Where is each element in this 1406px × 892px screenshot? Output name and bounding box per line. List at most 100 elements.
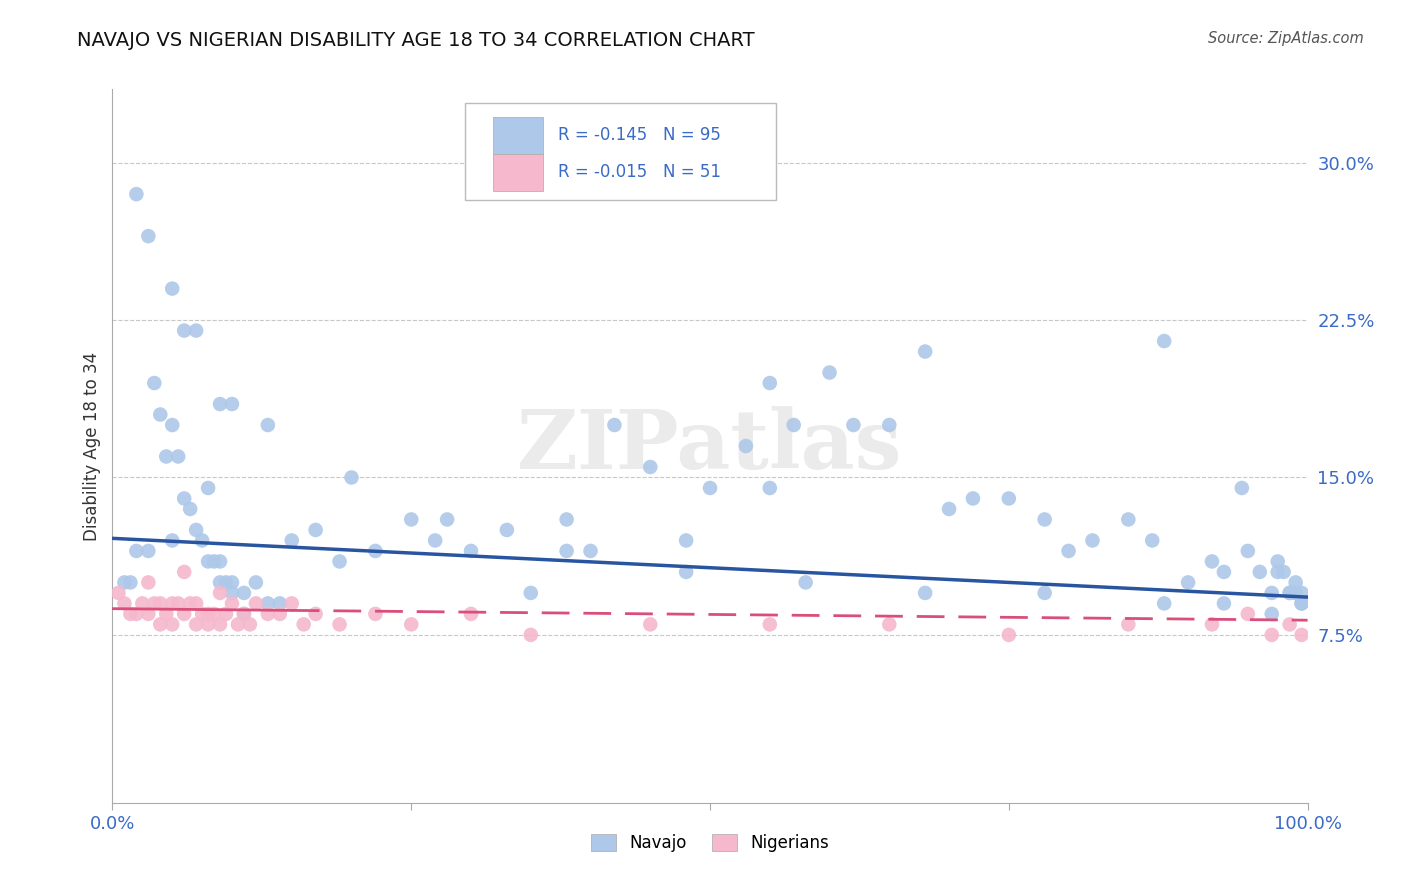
Point <box>173 607 195 621</box>
Y-axis label: Disability Age 18 to 34: Disability Age 18 to 34 <box>83 351 101 541</box>
Point <box>1057 544 1080 558</box>
Point <box>120 607 142 621</box>
Point <box>197 617 219 632</box>
Point <box>1291 596 1313 610</box>
Text: Source: ZipAtlas.com: Source: ZipAtlas.com <box>1208 31 1364 46</box>
Point <box>1278 586 1301 600</box>
Point <box>197 481 219 495</box>
Point <box>938 502 960 516</box>
Point <box>281 596 304 610</box>
Point <box>879 417 901 432</box>
Point <box>186 617 208 632</box>
Point <box>155 450 177 464</box>
Point <box>794 575 817 590</box>
Point <box>245 575 267 590</box>
Point <box>155 607 177 621</box>
Point <box>1033 512 1056 526</box>
Point <box>202 607 225 621</box>
Point <box>1285 586 1308 600</box>
Text: R = -0.145   N = 95: R = -0.145 N = 95 <box>558 127 721 145</box>
Point <box>496 523 519 537</box>
Point <box>1272 565 1295 579</box>
Point <box>1267 554 1289 568</box>
Point <box>107 586 129 600</box>
Point <box>603 417 626 432</box>
Point <box>998 491 1021 506</box>
Point <box>257 417 280 432</box>
Point <box>162 417 183 432</box>
Point <box>120 575 142 590</box>
Point <box>186 523 208 537</box>
Point <box>257 607 280 621</box>
Point <box>125 544 148 558</box>
Point <box>162 596 183 610</box>
Point <box>579 544 602 558</box>
Point <box>1278 617 1301 632</box>
Point <box>1213 596 1236 610</box>
Point <box>179 502 201 516</box>
Point <box>699 481 721 495</box>
Point <box>202 554 225 568</box>
Point <box>138 607 160 621</box>
Point <box>520 586 543 600</box>
Point <box>233 607 256 621</box>
Point <box>226 617 249 632</box>
Point <box>1118 617 1140 632</box>
Point <box>1249 565 1271 579</box>
Text: NAVAJO VS NIGERIAN DISABILITY AGE 18 TO 34 CORRELATION CHART: NAVAJO VS NIGERIAN DISABILITY AGE 18 TO … <box>77 31 755 50</box>
Point <box>173 324 195 338</box>
Point <box>138 575 160 590</box>
Point <box>1153 334 1175 348</box>
Point <box>215 575 238 590</box>
Point <box>460 607 482 621</box>
Point <box>675 565 697 579</box>
Point <box>1142 533 1164 548</box>
Point <box>173 491 195 506</box>
Point <box>114 596 135 610</box>
Point <box>215 607 238 621</box>
Point <box>221 596 243 610</box>
Point <box>759 481 782 495</box>
Point <box>221 586 243 600</box>
Point <box>842 417 865 432</box>
Point <box>914 586 936 600</box>
Point <box>233 586 256 600</box>
Point <box>114 575 135 590</box>
Point <box>138 544 160 558</box>
Point <box>191 533 214 548</box>
Point <box>167 596 190 610</box>
Point <box>401 512 423 526</box>
Point <box>209 586 232 600</box>
Point <box>401 617 423 632</box>
Point <box>209 617 232 632</box>
Point <box>149 617 172 632</box>
Point <box>1153 596 1175 610</box>
Text: ZIPatlas: ZIPatlas <box>517 406 903 486</box>
Point <box>555 544 578 558</box>
Point <box>257 596 280 610</box>
Point <box>209 397 232 411</box>
Point <box>239 617 262 632</box>
FancyBboxPatch shape <box>492 153 543 191</box>
Point <box>1285 586 1308 600</box>
Point <box>759 376 782 390</box>
Point <box>186 324 208 338</box>
Point <box>1201 554 1223 568</box>
Point <box>281 533 304 548</box>
Point <box>162 282 183 296</box>
Point <box>1237 544 1260 558</box>
Point <box>221 575 243 590</box>
Point <box>1177 575 1199 590</box>
FancyBboxPatch shape <box>492 117 543 153</box>
Point <box>305 523 328 537</box>
Point <box>1285 575 1308 590</box>
Point <box>425 533 447 548</box>
Point <box>197 607 219 621</box>
Text: R = -0.015   N = 51: R = -0.015 N = 51 <box>558 163 721 181</box>
Point <box>245 596 267 610</box>
Point <box>292 617 315 632</box>
Point <box>1261 586 1284 600</box>
Point <box>1291 628 1313 642</box>
Point <box>914 344 936 359</box>
Point <box>1261 628 1284 642</box>
